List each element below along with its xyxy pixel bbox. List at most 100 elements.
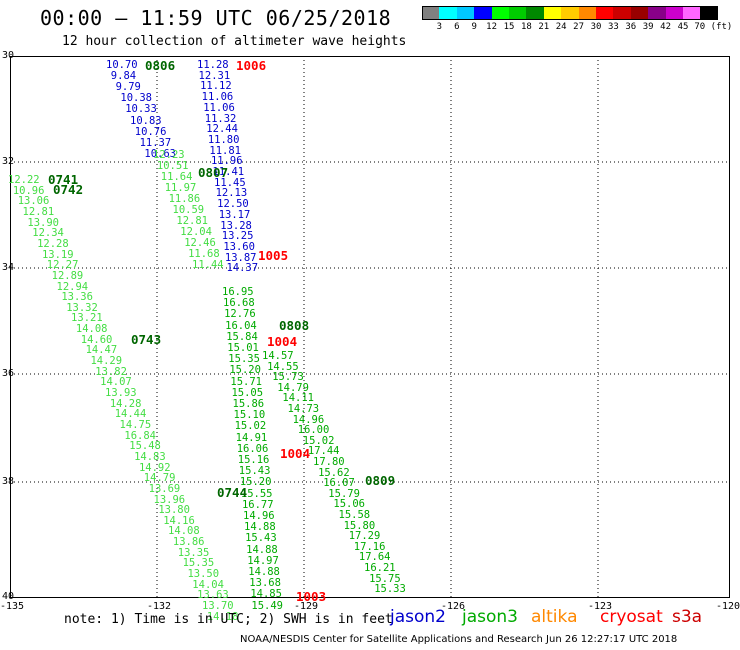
swh-value: 14.47 — [85, 344, 118, 357]
swh-value: 11.06 — [203, 101, 235, 114]
swh-value: 12.76 — [224, 308, 256, 321]
colorbar-label: 36 — [625, 22, 637, 32]
swh-value: 12.04 — [180, 226, 212, 238]
swh-value: 15.16 — [237, 454, 270, 466]
swh-value: 9.79 — [115, 81, 141, 94]
colorbar-label: 39 — [642, 22, 654, 32]
satellite-altika: altika — [531, 607, 578, 627]
swh-value: 14.88 — [244, 521, 276, 534]
swh-value: 11.37 — [139, 136, 172, 149]
swh-value: 10.59 — [172, 204, 205, 216]
swh-value: 14.73 — [287, 403, 320, 415]
colorbar-label: 27 — [573, 22, 585, 32]
swh-value: 15.48 — [129, 440, 161, 453]
swh-value: 15.58 — [338, 509, 371, 521]
swh-value: 15.10 — [233, 409, 266, 422]
credit-line: NOAA/NESDIS Center for Satellite Applica… — [240, 634, 678, 645]
swh-value: 15.73 — [272, 371, 304, 384]
colorbar-swatch — [561, 6, 579, 20]
swh-value: 15.35 — [182, 557, 215, 570]
swh-value: 16.07 — [323, 477, 355, 490]
swh-value: 13.17 — [218, 208, 251, 221]
colorbar-swatch — [700, 6, 718, 20]
swh-value: 16.68 — [223, 297, 255, 310]
colorbar-swatch — [456, 6, 475, 20]
swh-value: 11.32 — [204, 112, 237, 125]
swh-value: 17.16 — [353, 540, 386, 553]
colorbar-swatch — [509, 6, 527, 20]
colorbar-swatch — [543, 6, 562, 20]
swh-value: 11.64 — [160, 171, 193, 183]
pass-time-label: 0743 — [131, 332, 162, 347]
swh-value: 15.79 — [328, 487, 360, 500]
swh-value: 14.96 — [292, 413, 325, 426]
lon-tick-label: -120 — [716, 601, 740, 612]
pass-time-label: 0806 — [145, 58, 176, 73]
lat-tick-label: 34 — [2, 262, 15, 273]
swh-value: 13.87 — [224, 251, 257, 264]
swh-value: 15.01 — [227, 342, 259, 354]
swh-value: 12.50 — [217, 198, 249, 211]
swh-value: 12.46 — [184, 237, 216, 249]
pass-time-label: 1004 — [267, 334, 298, 349]
swh-value: 11.81 — [209, 144, 241, 157]
swh-value: 14.11 — [282, 392, 314, 405]
swh-value: 15.86 — [232, 398, 265, 410]
swh-value: 14.29 — [90, 355, 123, 368]
swh-value: 13.82 — [95, 365, 127, 378]
colorbar-label: 30 — [590, 22, 602, 32]
colorbar-label: 42 — [660, 22, 672, 32]
lon-tick-label: -126 — [441, 601, 466, 612]
swh-value: 14.08 — [75, 323, 108, 336]
lat-tick-label: 36 — [2, 368, 15, 379]
swh-value: 14.57 — [262, 350, 294, 362]
swh-value: 15.43 — [245, 532, 277, 545]
swh-value: 16.77 — [241, 498, 274, 511]
swh-value: 13.60 — [223, 240, 255, 253]
satellite-cryosat: cryosat — [600, 607, 663, 627]
swh-value: 15.75 — [369, 572, 401, 585]
swh-value: 13.96 — [153, 493, 186, 506]
swh-value: 15.20 — [239, 476, 272, 489]
swh-value: 17.29 — [348, 530, 381, 543]
colorbar-label: 6 — [454, 22, 460, 32]
swh-value: 10.51 — [156, 160, 189, 172]
swh-value: 15.71 — [230, 375, 262, 388]
colorbar-swatch — [578, 6, 596, 20]
swh-value: 16.21 — [364, 562, 396, 574]
colorbar-swatch — [526, 6, 544, 20]
swh-value: 12.13 — [215, 187, 248, 200]
swh-value: 14.88 — [246, 543, 278, 556]
lon-tick-label: -132 — [147, 601, 172, 612]
swh-value: 15.62 — [318, 466, 350, 479]
swh-value: 12.44 — [206, 123, 238, 136]
swh-value: 13.50 — [187, 568, 220, 581]
pass-time-label: 0741 — [48, 172, 79, 187]
swh-value: 13.06 — [17, 195, 50, 208]
swh-value: 12.31 — [198, 69, 231, 82]
swh-value: 13.93 — [105, 387, 137, 399]
colorbar-swatch — [491, 6, 509, 20]
swh-value: 14.83 — [134, 450, 166, 463]
colorbar-swatch — [648, 6, 666, 20]
swh-value: 16.00 — [297, 424, 330, 437]
colorbar-label: 3 — [436, 22, 443, 32]
pass-time-label: 1006 — [236, 58, 267, 73]
swh-value: 12.22 — [8, 174, 40, 186]
swh-value: 13.36 — [61, 291, 93, 304]
swh-value: 14.79 — [277, 381, 309, 394]
swh-value: 14.91 — [235, 431, 268, 444]
swh-value: 15.84 — [226, 330, 258, 343]
colorbar-label: 15 — [503, 22, 515, 32]
colorbar-swatch — [613, 6, 631, 20]
swh-value: 13.35 — [177, 546, 210, 559]
swh-value: 16.06 — [236, 442, 269, 455]
pass-time-label: 0807 — [198, 165, 229, 180]
swh-value: 11.45 — [214, 176, 246, 189]
swh-value: 13.32 — [66, 301, 98, 314]
swh-value: 15.05 — [231, 386, 264, 399]
lon-tick-label: -129 — [294, 601, 319, 612]
swh-value: 16.84 — [124, 429, 156, 442]
swh-value: 16.95 — [222, 286, 254, 298]
pass-time-label: 0808 — [279, 318, 310, 333]
